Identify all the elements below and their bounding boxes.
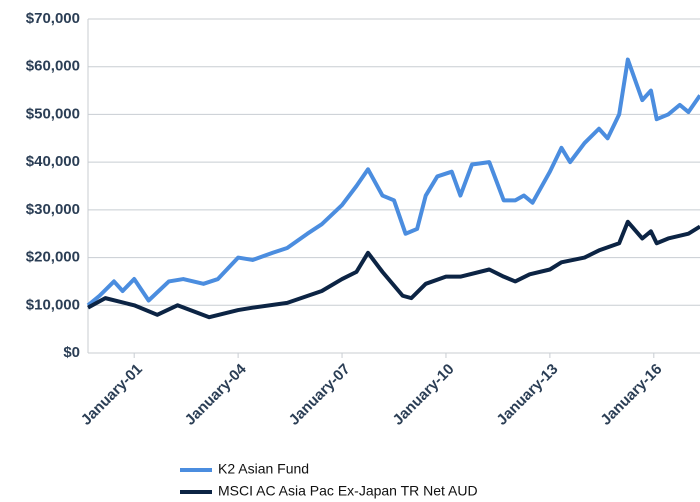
x-tick-label: January-16 [597, 361, 665, 429]
legend-label: K2 Asian Fund [218, 461, 309, 477]
y-tick-label: $30,000 [26, 201, 80, 218]
series-line [86, 57, 700, 307]
y-tick-label: $60,000 [26, 58, 80, 75]
y-tick-label: $20,000 [26, 249, 80, 266]
series-line [87, 219, 700, 320]
x-tick-label: January-01 [78, 361, 146, 429]
y-tick-label: $70,000 [26, 10, 80, 27]
x-tick-label: January-10 [390, 361, 458, 429]
x-tick-label: January-07 [286, 361, 354, 429]
y-tick-label: $40,000 [26, 153, 80, 170]
legend-label: MSCI AC Asia Pac Ex-Japan TR Net AUD [218, 483, 478, 499]
y-tick-label: $50,000 [26, 105, 80, 122]
x-tick-label: January-13 [493, 361, 561, 429]
y-tick-label: $10,000 [26, 296, 80, 313]
x-tick-label: January-04 [182, 360, 250, 428]
y-tick-label: $0 [63, 344, 80, 361]
